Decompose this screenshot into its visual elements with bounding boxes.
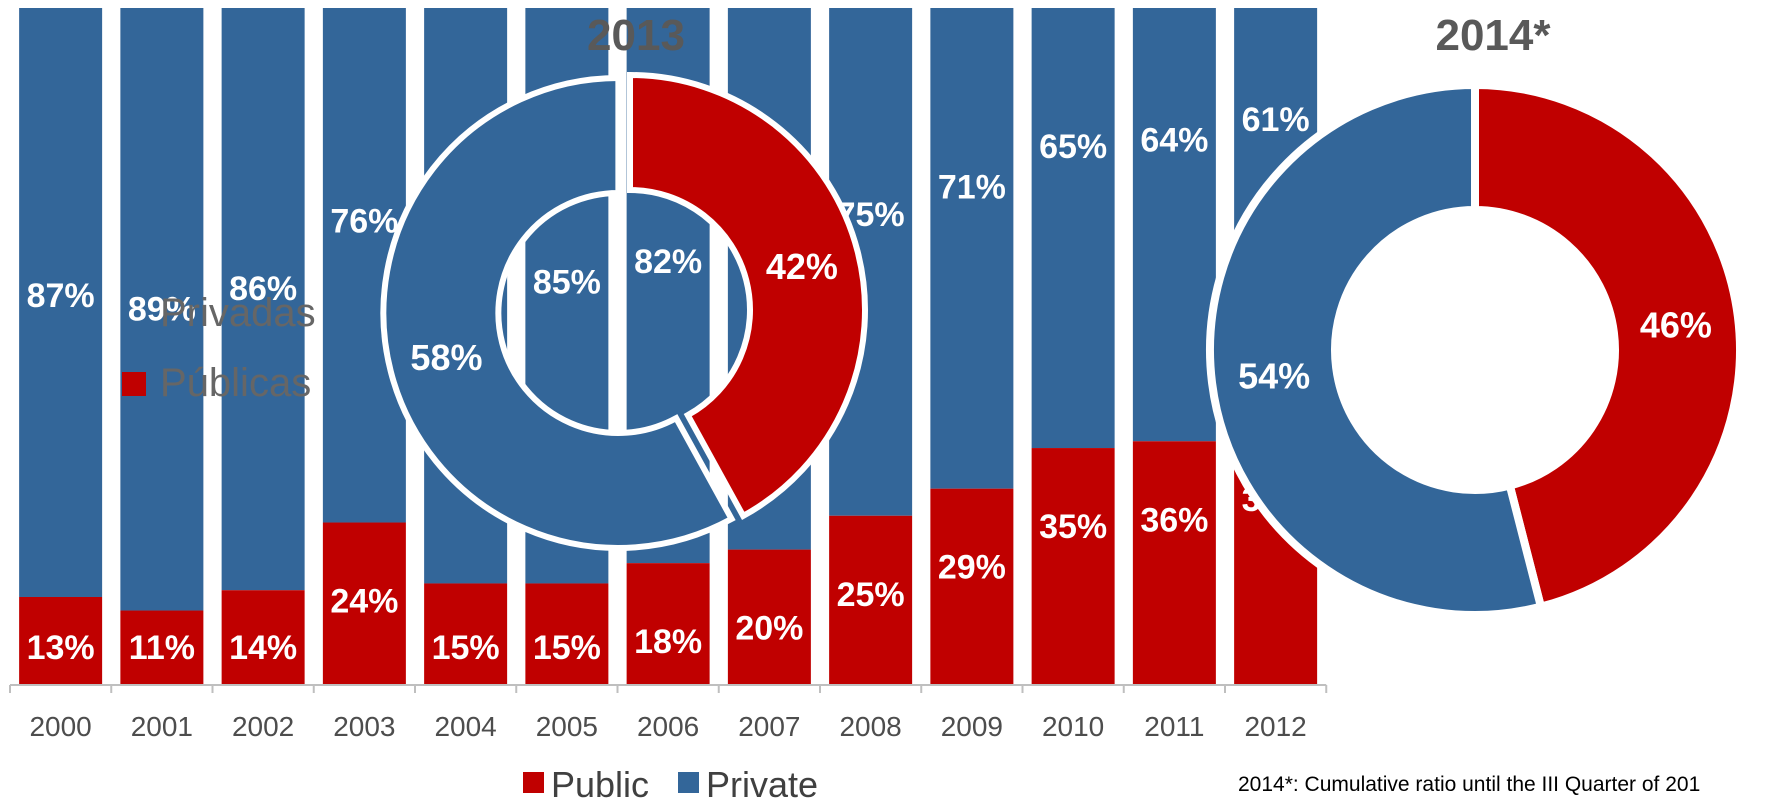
bar-public-2011 bbox=[1132, 441, 1216, 685]
donut-slice-public-2013 bbox=[627, 71, 868, 521]
x-tick-label-2003: 2003 bbox=[333, 711, 395, 742]
bar-public-2007 bbox=[727, 549, 811, 685]
bar-label-private-2011: 64% bbox=[1140, 121, 1208, 159]
x-tick-label-2007: 2007 bbox=[738, 711, 800, 742]
donut-title-2014-: 2014* bbox=[1435, 11, 1551, 60]
bar-private-2002 bbox=[221, 8, 305, 591]
donut-title-2013: 2013 bbox=[587, 11, 685, 60]
donut-label-private-2014-: 54% bbox=[1238, 355, 1310, 396]
bar-label-public-2011: 36% bbox=[1140, 501, 1208, 539]
x-tick-label-2000: 2000 bbox=[29, 711, 91, 742]
bar-private-2010 bbox=[1031, 8, 1115, 449]
x-tick-label-2010: 2010 bbox=[1042, 711, 1104, 742]
x-tick-label-2001: 2001 bbox=[131, 711, 193, 742]
x-tick-label-2009: 2009 bbox=[941, 711, 1003, 742]
legend-swatch-public bbox=[523, 772, 544, 793]
donut-label-public-2014-: 46% bbox=[1640, 305, 1712, 346]
bar-public-2002 bbox=[221, 590, 305, 685]
bar-public-2005 bbox=[525, 583, 609, 685]
bar-label-public-2004: 15% bbox=[432, 629, 500, 667]
x-axis: 2000 2001 2002 2003 2004 2005 2006 2007 2008 2009… bbox=[9, 684, 1328, 742]
bar-private-2011 bbox=[1132, 8, 1216, 442]
footnote: 2014*: Cumulative ratio until the III Qu… bbox=[1238, 773, 1700, 796]
legend-label-private: Private bbox=[706, 764, 818, 803]
bar-public-2004 bbox=[424, 583, 508, 685]
donut-chart-2014: 46% 54% 2014* bbox=[1206, 11, 1744, 619]
bar-label-public-2000: 13% bbox=[27, 629, 95, 667]
bar-label-public-2001: 11% bbox=[129, 629, 195, 667]
bar-label-private-2000: 87% bbox=[27, 277, 95, 315]
bar-label-public-2008: 25% bbox=[837, 576, 905, 614]
donut-slice-public-2014- bbox=[1471, 80, 1744, 612]
bar-label-public-2006: 18% bbox=[634, 623, 702, 661]
bar-public-2008 bbox=[829, 515, 913, 685]
bar-label-public-2002: 14% bbox=[229, 629, 297, 667]
x-tick-label-2002: 2002 bbox=[232, 711, 294, 742]
x-tick-label-2012: 2012 bbox=[1244, 711, 1306, 742]
bar-public-2010 bbox=[1031, 448, 1115, 685]
bar-public-2009 bbox=[930, 488, 1014, 685]
overlay-legend-label-privadas: Privadas bbox=[160, 291, 316, 335]
legend-swatch-private bbox=[678, 772, 699, 793]
donut-slice-private-2014- bbox=[1206, 80, 1546, 619]
bar-label-public-2003: 24% bbox=[330, 583, 398, 621]
bar-label-private-2012: 61% bbox=[1242, 101, 1310, 139]
bar-label-public-2010: 35% bbox=[1039, 508, 1107, 546]
bar-public-2003 bbox=[322, 522, 406, 685]
bar-label-public-2009: 29% bbox=[938, 549, 1006, 587]
bar-label-private-2009: 71% bbox=[938, 169, 1006, 207]
overlay-legend-swatch-publicas bbox=[122, 372, 146, 396]
bar-private-2001 bbox=[120, 8, 204, 611]
bar-label-private-2006: 82% bbox=[634, 243, 702, 281]
donut-slice-private-2013 bbox=[380, 74, 736, 551]
bar-public-2006 bbox=[626, 563, 710, 685]
donut-chart-2013: 42% 58% 2013 bbox=[380, 11, 868, 551]
x-tick-label-2006: 2006 bbox=[637, 711, 699, 742]
bar-label-public-2005: 15% bbox=[533, 629, 601, 667]
donut-label-public-2013: 42% bbox=[766, 246, 838, 287]
bar-label-private-2002: 86% bbox=[229, 270, 297, 308]
x-tick-label-2005: 2005 bbox=[536, 711, 598, 742]
overlay-legend-label-publicas: Públicas bbox=[160, 361, 311, 405]
bar-legend: Public Private bbox=[523, 764, 818, 803]
legend-label-public: Public bbox=[551, 764, 649, 803]
bar-label-public-2007: 20% bbox=[735, 610, 803, 648]
bar-label-private-2010: 65% bbox=[1039, 128, 1107, 166]
x-tick-label-2004: 2004 bbox=[434, 711, 496, 742]
bar-public-2000 bbox=[19, 596, 103, 685]
bar-private-2000 bbox=[19, 8, 103, 597]
bar-public-2001 bbox=[120, 610, 204, 685]
bar-private-2009 bbox=[930, 8, 1014, 489]
bar-label-private-2001: 89% bbox=[128, 291, 196, 329]
x-tick-label-2011: 2011 bbox=[1144, 711, 1204, 742]
bar-label-private-2005: 85% bbox=[533, 263, 601, 301]
x-tick-label-2008: 2008 bbox=[839, 711, 901, 742]
donut-label-private-2013: 58% bbox=[410, 337, 482, 378]
bar-label-private-2003: 76% bbox=[330, 203, 398, 241]
overlay-legend: Privadas Públicas bbox=[122, 291, 316, 405]
